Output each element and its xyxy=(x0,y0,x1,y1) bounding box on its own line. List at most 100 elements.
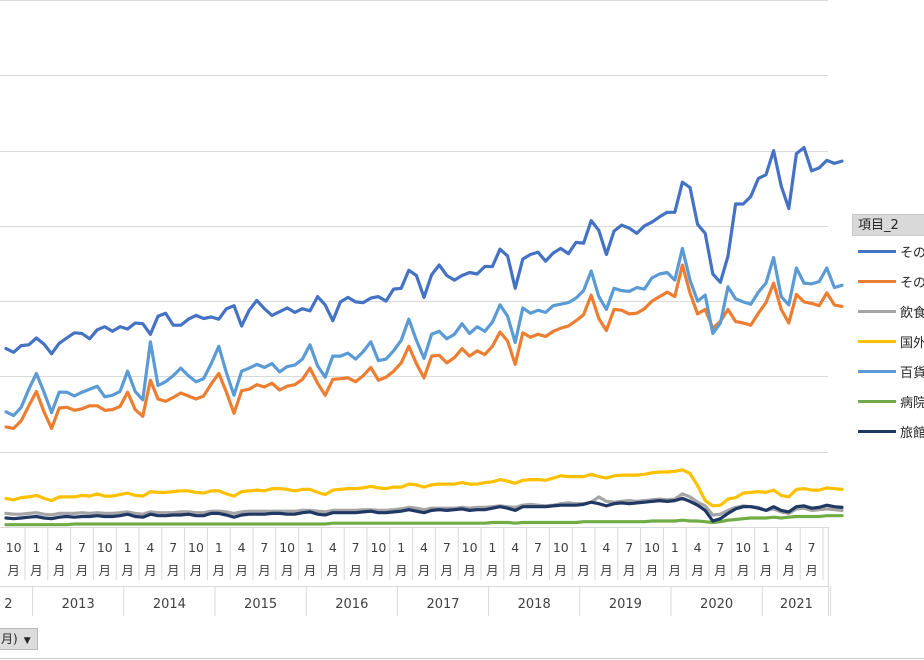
month-unit-label: 月 xyxy=(669,563,682,578)
month-unit-label: 月 xyxy=(691,563,704,578)
month-tick-label: 1 xyxy=(306,540,314,555)
month-unit-label: 月 xyxy=(349,563,362,578)
month-tick-label: 10 xyxy=(553,540,569,555)
series-line xyxy=(4,468,844,508)
legend: 項目_2 その その 飲食 国外 百貨 病院 旅館 xyxy=(852,214,924,446)
month-unit-label: 月 xyxy=(623,563,636,578)
year-label: 2020 xyxy=(700,597,733,612)
legend-swatch xyxy=(858,429,896,433)
month-tick-label: 10 xyxy=(97,540,113,555)
legend-swatch xyxy=(858,399,896,403)
series-line xyxy=(4,492,844,517)
dropdown-arrow-icon: ▼ xyxy=(23,636,31,646)
year-label: 2019 xyxy=(609,597,642,612)
month-tick-label: 10 xyxy=(370,540,386,555)
month-tick-label: 7 xyxy=(716,540,724,555)
year-label: 2018 xyxy=(518,597,551,612)
legend-label: その xyxy=(900,275,924,291)
month-unit-label: 月 xyxy=(258,563,271,578)
year-label: 2 xyxy=(4,597,12,612)
month-tick-label: 10 xyxy=(462,540,478,555)
field-filter-button[interactable]: 月) ▼ xyxy=(0,628,38,650)
month-tick-label: 1 xyxy=(397,540,405,555)
month-tick-label: 7 xyxy=(443,540,451,555)
month-unit-label: 月 xyxy=(167,563,180,578)
month-unit-label: 月 xyxy=(760,563,773,578)
month-tick-label: 4 xyxy=(785,540,793,555)
month-tick-label: 10 xyxy=(279,540,295,555)
year-label: 2015 xyxy=(244,597,277,612)
legend-label: 病院 xyxy=(900,395,924,411)
month-tick-label: 1 xyxy=(124,540,132,555)
month-unit-label: 月 xyxy=(714,563,727,578)
month-unit-label: 月 xyxy=(646,563,659,578)
legend-swatch xyxy=(858,249,896,253)
month-unit-label: 月 xyxy=(281,563,294,578)
month-tick-label: 4 xyxy=(55,540,63,555)
legend-entry: その xyxy=(852,266,924,296)
month-unit-label: 月 xyxy=(783,563,796,578)
month-unit-label: 月 xyxy=(53,563,66,578)
legend-label: 国外 xyxy=(900,335,924,351)
month-unit-label: 月 xyxy=(555,563,568,578)
series-lines xyxy=(4,146,844,527)
month-tick-label: 1 xyxy=(32,540,40,555)
year-label: 2013 xyxy=(62,597,95,612)
month-tick-label: 7 xyxy=(78,540,86,555)
legend-entry: その xyxy=(852,236,924,266)
month-tick-label: 4 xyxy=(694,540,702,555)
series-line xyxy=(4,514,844,527)
legend-label: 飲食 xyxy=(900,305,924,321)
month-unit-label: 月 xyxy=(144,563,157,578)
month-unit-label: 月 xyxy=(395,563,408,578)
month-unit-label: 月 xyxy=(7,563,20,578)
month-unit-label: 月 xyxy=(304,563,317,578)
year-label: 2014 xyxy=(153,597,186,612)
month-unit-label: 月 xyxy=(30,563,43,578)
legend-title-button[interactable]: 項目_2 xyxy=(852,214,924,236)
month-tick-label: 7 xyxy=(808,540,816,555)
series-line xyxy=(4,263,844,430)
x-axis: 10月1月4月7月10月1月4月7月10月1月4月7月10月1月4月7月10月1… xyxy=(0,527,832,616)
month-unit-label: 月 xyxy=(418,563,431,578)
gridlines xyxy=(0,0,828,453)
filter-button-label: 月) xyxy=(1,632,18,646)
legend-swatch xyxy=(858,309,896,313)
month-tick-label: 4 xyxy=(146,540,154,555)
month-tick-label: 4 xyxy=(238,540,246,555)
month-tick-label: 4 xyxy=(420,540,428,555)
legend-items: その その 飲食 国外 百貨 病院 旅館 xyxy=(852,236,924,446)
month-unit-label: 月 xyxy=(577,563,590,578)
page-divider xyxy=(0,658,924,659)
month-unit-label: 月 xyxy=(441,563,454,578)
legend-label: 旅館 xyxy=(900,425,924,441)
month-unit-label: 月 xyxy=(213,563,226,578)
legend-label: その xyxy=(900,245,924,261)
legend-swatch xyxy=(858,339,896,343)
month-tick-label: 7 xyxy=(169,540,177,555)
month-tick-label: 4 xyxy=(602,540,610,555)
month-unit-label: 月 xyxy=(737,563,750,578)
year-label: 2017 xyxy=(426,597,459,612)
series-line xyxy=(4,246,844,418)
month-unit-label: 月 xyxy=(235,563,248,578)
month-tick-label: 10 xyxy=(6,540,22,555)
month-tick-label: 7 xyxy=(352,540,360,555)
legend-entry: 飲食 xyxy=(852,296,924,326)
legend-swatch xyxy=(858,279,896,283)
month-tick-label: 1 xyxy=(762,540,770,555)
month-unit-label: 月 xyxy=(463,563,476,578)
month-unit-label: 月 xyxy=(327,563,340,578)
legend-swatch xyxy=(858,369,896,373)
month-tick-label: 1 xyxy=(488,540,496,555)
month-unit-label: 月 xyxy=(532,563,545,578)
legend-entry: 病院 xyxy=(852,386,924,416)
legend-label: 百貨 xyxy=(900,365,924,381)
month-tick-label: 7 xyxy=(625,540,633,555)
month-unit-label: 月 xyxy=(190,563,203,578)
month-unit-label: 月 xyxy=(121,563,134,578)
month-tick-label: 4 xyxy=(511,540,519,555)
month-tick-label: 1 xyxy=(671,540,679,555)
month-unit-label: 月 xyxy=(600,563,613,578)
month-unit-label: 月 xyxy=(372,563,385,578)
